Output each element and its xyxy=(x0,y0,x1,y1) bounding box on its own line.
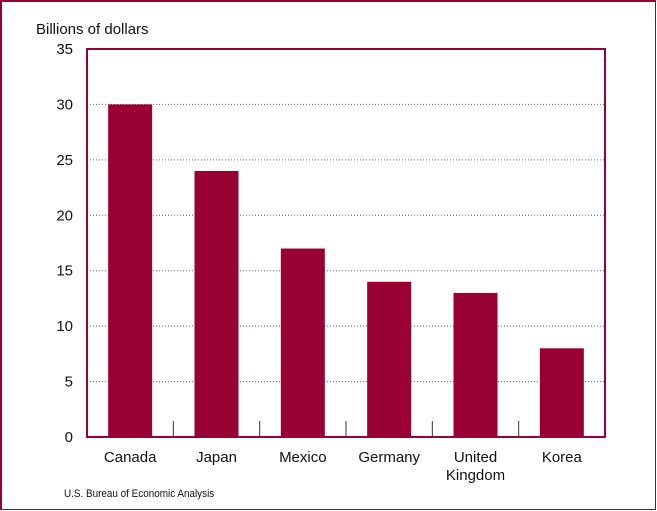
y-tick-label: 25 xyxy=(56,152,73,169)
gridlines xyxy=(87,103,605,383)
bar xyxy=(367,281,412,437)
bar xyxy=(194,170,239,437)
y-tick-label: 5 xyxy=(65,374,73,391)
y-tick-label: 0 xyxy=(65,429,73,446)
bars xyxy=(108,104,584,437)
y-axis-title: Billions of dollars xyxy=(36,21,149,38)
bar xyxy=(108,104,153,437)
category-label: United Kingdom xyxy=(446,449,505,484)
y-tick-label: 30 xyxy=(56,96,73,113)
bar xyxy=(280,248,325,437)
bar xyxy=(453,292,498,437)
source-note: U.S. Bureau of Economic Analysis xyxy=(64,488,215,500)
y-tick-label: 20 xyxy=(56,207,73,224)
axes xyxy=(86,48,606,438)
category-label: Korea xyxy=(542,449,583,466)
category-label: Japan xyxy=(196,449,237,466)
y-tick-label: 15 xyxy=(56,263,73,280)
category-label: Mexico xyxy=(279,449,327,466)
bar xyxy=(539,348,584,437)
tick-labels: 0 5 10 15 20 25 30 35 Canada Japan Mexico Germany Un… xyxy=(56,41,582,484)
y-tick-label: 35 xyxy=(56,41,73,58)
category-label: Canada xyxy=(104,449,157,466)
plot-area-border xyxy=(86,48,606,438)
category-label: Germany xyxy=(358,449,420,466)
y-tick-label: 10 xyxy=(56,318,73,335)
